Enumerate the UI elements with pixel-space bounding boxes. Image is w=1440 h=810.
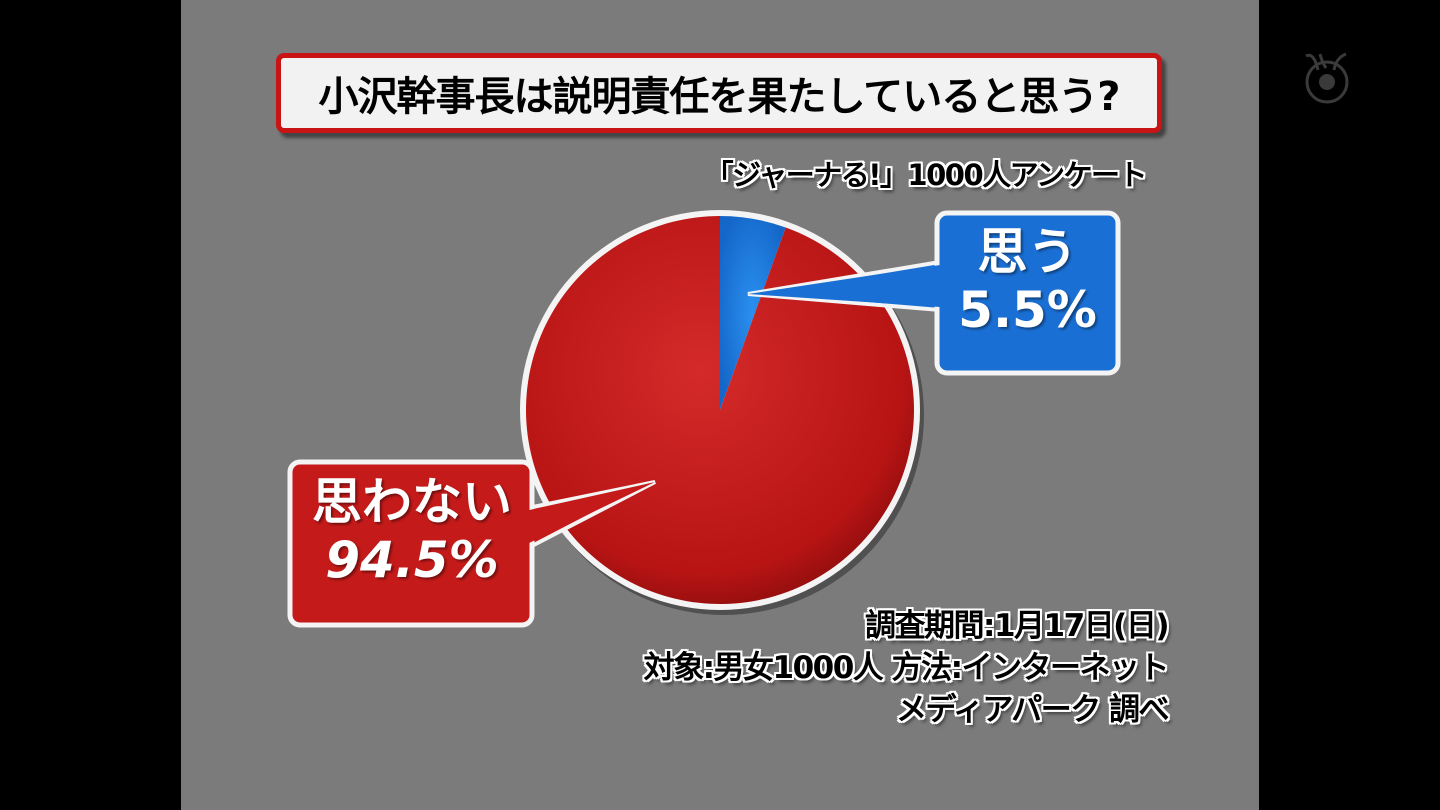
pie-slice-no	[525, 216, 914, 604]
callout-box-no	[287, 459, 535, 628]
broadcaster-logo-icon	[1305, 52, 1349, 104]
slice-label-no-name: 思わない	[312, 473, 512, 531]
slice-label-no-value: 94.5%	[325, 530, 499, 589]
slice-label-no: 思わない 94.5%	[292, 473, 532, 589]
slice-label-yes-value: 5.5%	[958, 280, 1097, 339]
slice-label-yes: 思う 5.5%	[937, 223, 1118, 339]
survey-target-method: 対象:男女1000人 方法:インターネット	[643, 650, 1170, 686]
survey-source: メディアパーク 調べ	[895, 692, 1170, 728]
pie-slice-yes	[720, 216, 786, 410]
title-banner: 小沢幹事長は説明責任を果たしていると思う?	[276, 53, 1162, 133]
survey-subtitle: 「ジャーナる!」1000人アンケート	[704, 158, 1148, 192]
survey-info: 調査期間:1月17日(日) 対象:男女1000人 方法:インターネット メディア…	[643, 605, 1170, 731]
survey-period: 調査期間:1月17日(日)	[865, 608, 1169, 644]
slice-label-yes-name: 思う	[977, 223, 1078, 281]
chart-title: 小沢幹事長は説明責任を果たしていると思う?	[318, 74, 1120, 120]
